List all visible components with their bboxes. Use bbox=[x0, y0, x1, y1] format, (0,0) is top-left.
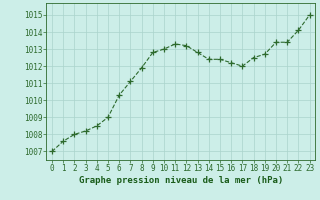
X-axis label: Graphe pression niveau de la mer (hPa): Graphe pression niveau de la mer (hPa) bbox=[79, 176, 283, 185]
